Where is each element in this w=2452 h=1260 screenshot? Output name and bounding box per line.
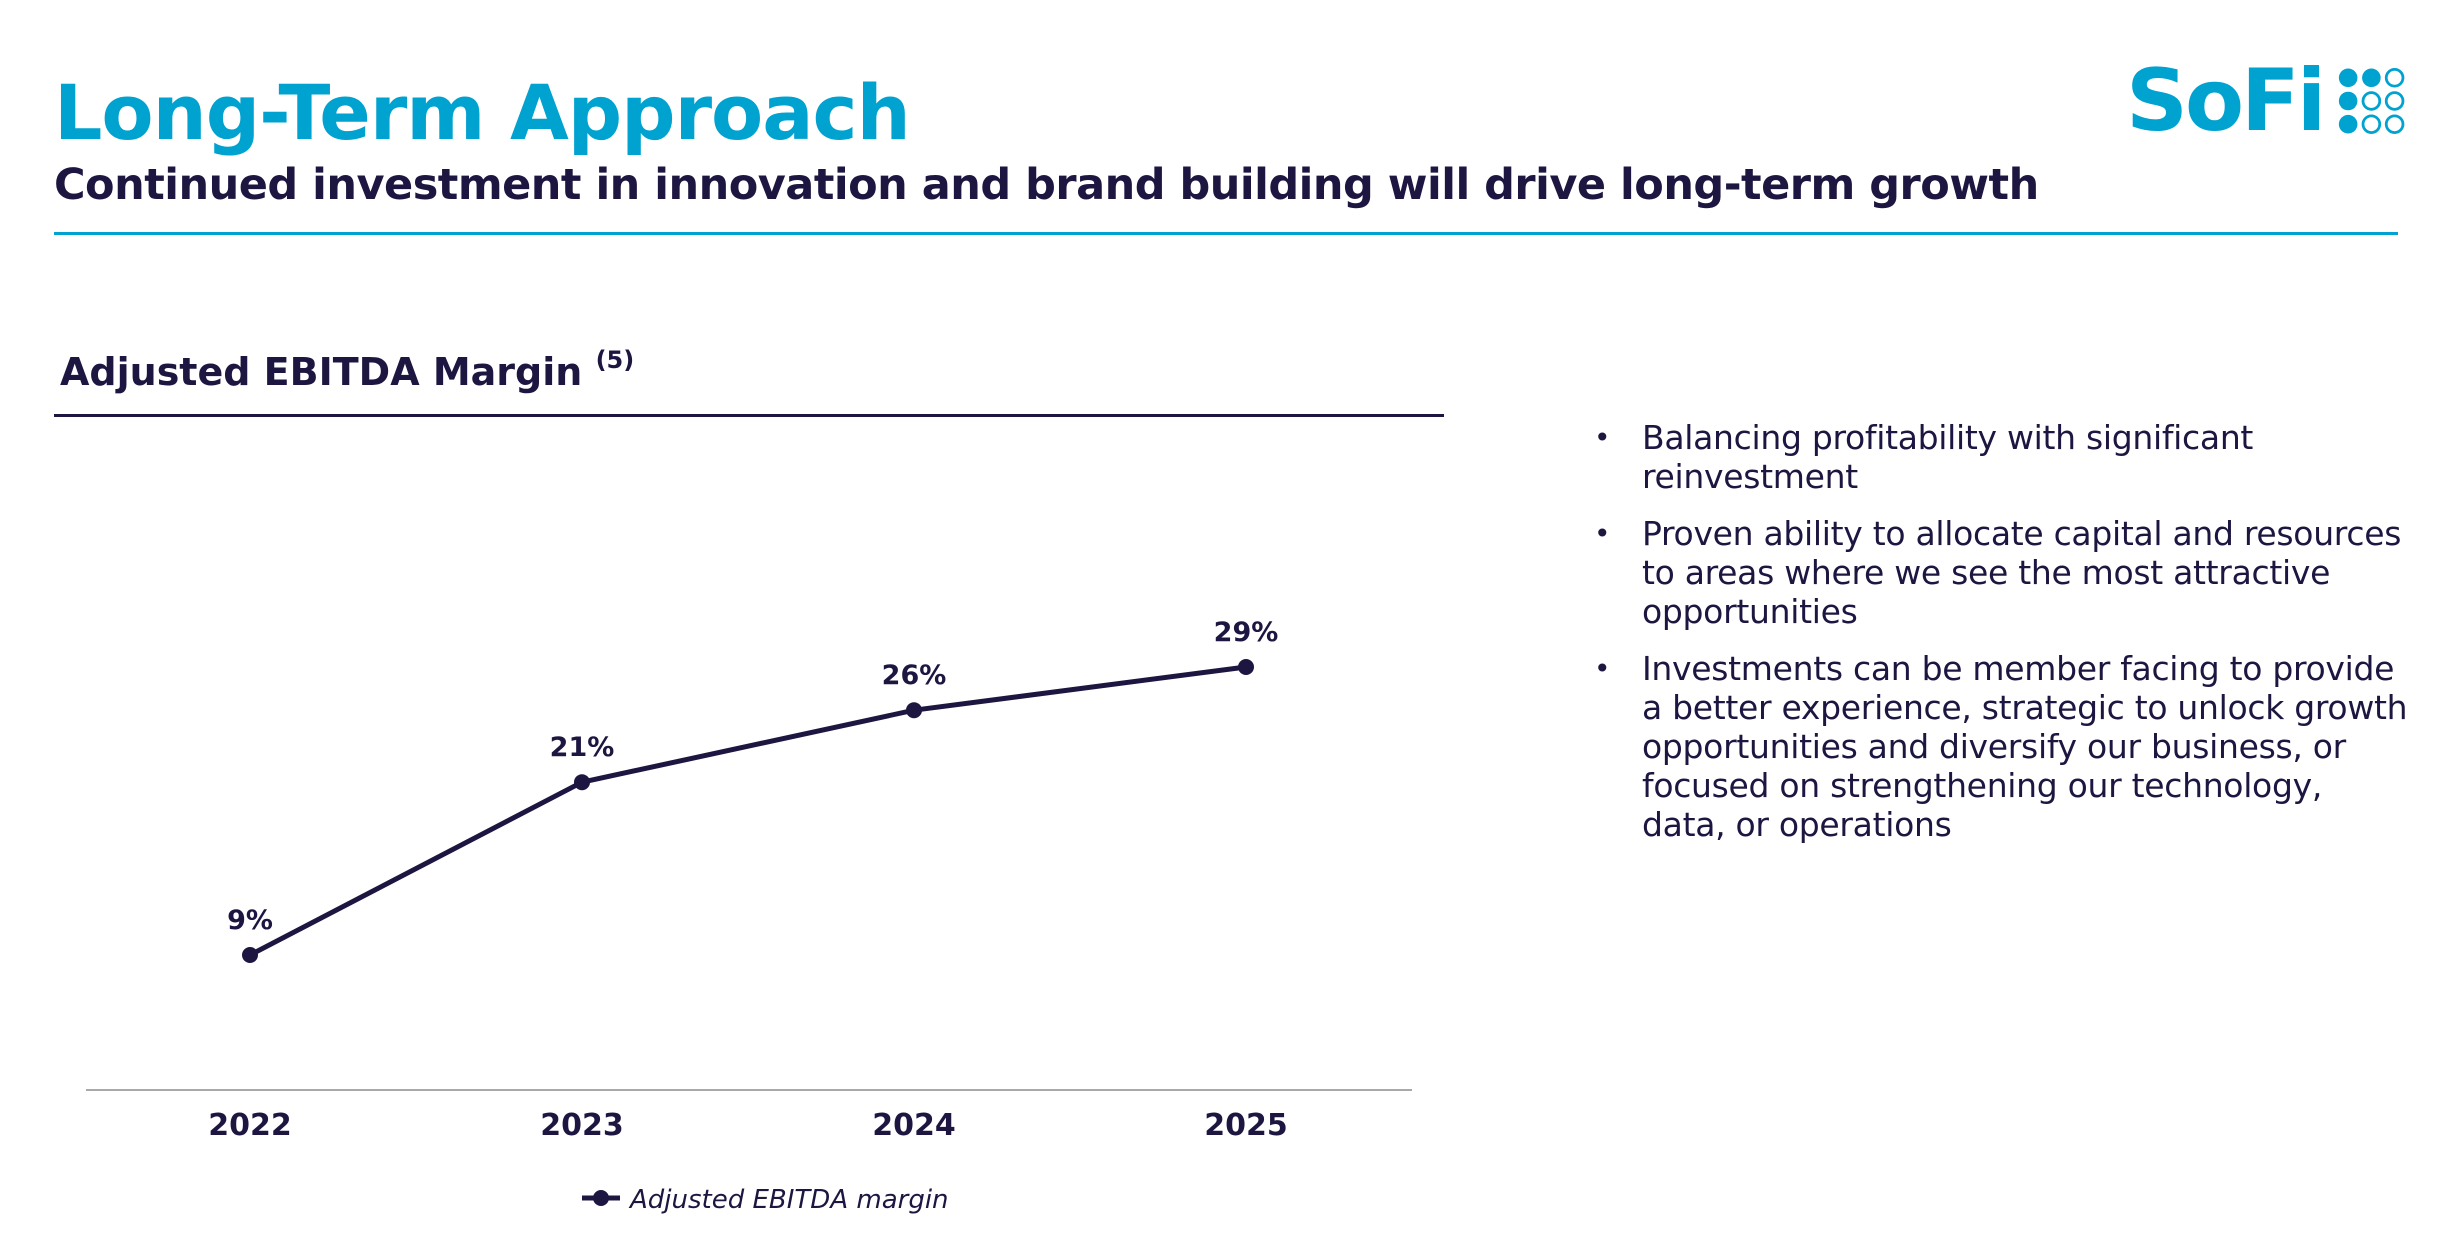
logo-dots-icon	[2339, 68, 2405, 134]
data-label: 9%	[227, 905, 273, 936]
legend-marker	[593, 1190, 609, 1206]
chart-title: Adjusted EBITDA Margin (5)	[60, 346, 634, 394]
bullet-dot-icon: •	[1594, 517, 1611, 550]
data-point	[1238, 659, 1254, 675]
sofi-logo: SoFi	[2126, 56, 2406, 146]
series-line-adjusted-ebitda-margin	[248, 664, 1247, 958]
chart-title-divider	[54, 414, 1444, 417]
legend-label: Adjusted EBITDA margin	[628, 1185, 949, 1215]
bullet-dot-icon: •	[1594, 652, 1611, 685]
bullet-item: • Investments can be member facing to pro…	[1590, 649, 2410, 844]
x-tick-label: 2023	[540, 1108, 624, 1143]
logo-wordmark: SoFi	[2126, 51, 2326, 151]
data-point	[242, 947, 258, 963]
chart-legend: Adjusted EBITDA margin	[582, 1185, 949, 1215]
bullet-dot-icon: •	[1594, 421, 1611, 454]
page-title: Long-Term Approach	[54, 68, 911, 157]
x-tick-label: 2024	[872, 1108, 956, 1143]
ebitda-margin-line-chart: 9% 21% 26% 29% 2022 2023 2024 2025 Adjusted EBIT…	[86, 617, 1412, 1215]
bullet-item: • Proven ability to allocate capital and …	[1590, 514, 2410, 631]
data-point	[906, 702, 922, 719]
bullet-item: • Balancing profitability with significan…	[1590, 418, 2410, 496]
bullet-text: Balancing profitability with significant…	[1642, 418, 2254, 496]
data-label: 21%	[550, 732, 615, 763]
x-tick-label: 2022	[208, 1108, 292, 1143]
data-label: 26%	[882, 660, 947, 691]
bullet-text: Proven ability to allocate capital and r…	[1642, 514, 2402, 631]
chart-title-text: Adjusted EBITDA Margin	[60, 350, 583, 394]
header-divider	[54, 232, 2398, 235]
chart-footnote-ref: (5)	[595, 346, 635, 374]
data-point	[574, 774, 590, 791]
bullet-text: Investments can be member facing to prov…	[1642, 649, 2408, 844]
data-label: 29%	[1214, 617, 1279, 648]
page-subtitle: Continued investment in innovation and b…	[54, 160, 2039, 210]
key-points-list: • Balancing profitability with significan…	[1590, 418, 2410, 862]
x-tick-label: 2025	[1204, 1108, 1288, 1143]
